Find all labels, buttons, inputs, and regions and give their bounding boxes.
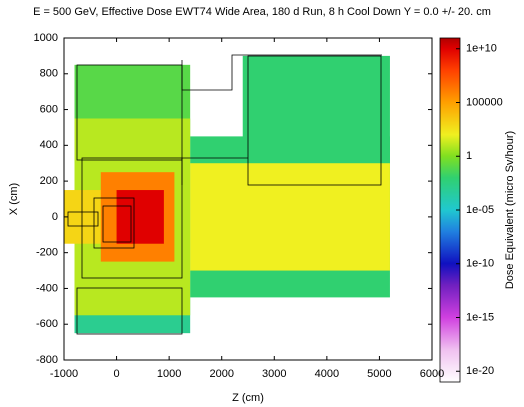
x-tick-label: 1000 bbox=[157, 368, 181, 380]
outline bbox=[81, 157, 183, 279]
y-tick-label: -400 bbox=[36, 282, 58, 294]
heatmap bbox=[64, 55, 390, 334]
x-tick-label: 4000 bbox=[315, 368, 339, 380]
outline bbox=[102, 205, 132, 243]
colorbar-tick-label: 1e+10 bbox=[466, 43, 497, 55]
colorbar-tick-label: 1e-05 bbox=[466, 204, 494, 216]
y-tick-label: 1000 bbox=[34, 32, 58, 44]
colorbar-label: Dose Equivalent (micro Sv/hour) bbox=[504, 131, 516, 289]
y-tick-label: 800 bbox=[40, 68, 58, 80]
outline bbox=[247, 55, 382, 186]
outline bbox=[181, 157, 248, 185]
outline bbox=[93, 197, 135, 249]
x-tick-label: 3000 bbox=[262, 368, 286, 380]
outline bbox=[181, 54, 382, 91]
y-axis-label: X (cm) bbox=[8, 183, 20, 215]
colorbar-tick-label: 1 bbox=[466, 150, 472, 162]
x-tick-label: 0 bbox=[114, 368, 120, 380]
outline bbox=[76, 64, 183, 161]
y-tick-label: -600 bbox=[36, 318, 58, 330]
heatmap-cell bbox=[190, 163, 390, 271]
geometry-outline bbox=[67, 54, 382, 335]
colorbar-tick-label: 100000 bbox=[466, 96, 503, 108]
x-tick-label: 6000 bbox=[420, 368, 444, 380]
y-tick-label: 400 bbox=[40, 139, 58, 151]
y-tick-label: 0 bbox=[52, 211, 58, 223]
x-axis-label: Z (cm) bbox=[232, 392, 264, 404]
heatmap-cell bbox=[116, 190, 164, 244]
x-tick-label: 5000 bbox=[367, 368, 391, 380]
y-tick-label: -800 bbox=[36, 354, 58, 366]
x-tick-label: -1000 bbox=[50, 368, 78, 380]
chart-title: E = 500 GeV, Effective Dose EWT74 Wide A… bbox=[33, 6, 491, 18]
y-tick-label: 200 bbox=[40, 175, 58, 187]
colorbar-tick-label: 1e-20 bbox=[466, 365, 494, 377]
outline bbox=[76, 287, 183, 335]
colorbar-tick-label: 1e-10 bbox=[466, 258, 494, 270]
y-tick-label: -200 bbox=[36, 247, 58, 259]
x-tick-label: 2000 bbox=[209, 368, 233, 380]
outline bbox=[67, 211, 99, 227]
y-tick-label: 600 bbox=[40, 103, 58, 115]
colorbar-tick-label: 1e-15 bbox=[466, 311, 494, 323]
plot-frame bbox=[63, 37, 433, 361]
